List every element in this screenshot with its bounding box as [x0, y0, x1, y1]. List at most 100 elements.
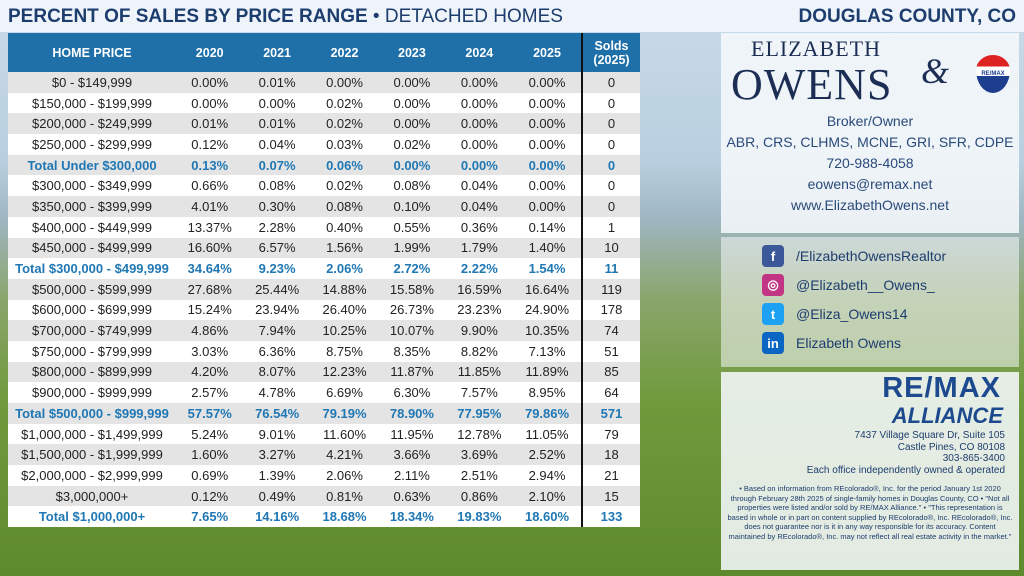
percent-cell: 18.34%	[378, 506, 446, 528]
percent-cell: 78.90%	[378, 403, 446, 424]
percent-cell: 0.01%	[176, 113, 244, 135]
price-range-cell: $700,000 - $749,999	[8, 320, 176, 341]
percent-cell: 0.08%	[243, 175, 311, 197]
percent-cell: 11.85%	[445, 361, 514, 383]
social-link[interactable]: f/ElizabethOwensRealtor	[762, 245, 946, 267]
price-range-cell: $500,000 - $599,999	[8, 278, 176, 300]
percent-cell: 15.58%	[378, 278, 446, 300]
solds-cell: 18	[581, 444, 640, 466]
percent-cell: 25.44%	[243, 278, 311, 300]
percent-cell: 10.35%	[513, 320, 582, 341]
percent-cell: 0.01%	[243, 113, 311, 135]
percent-cell: 7.65%	[176, 506, 244, 528]
remax-logo: RE/MAX	[882, 372, 1001, 404]
column-header: 2022	[310, 33, 379, 72]
percent-cell: 0.06%	[310, 154, 379, 176]
title-main: PERCENT OF SALES BY PRICE RANGE	[8, 6, 368, 27]
percent-cell: 24.90%	[513, 299, 582, 321]
price-range-cell: $150,000 - $199,999	[8, 92, 176, 114]
price-range-cell: Total Under $300,000	[8, 154, 176, 176]
percent-cell: 0.02%	[378, 134, 446, 155]
solds-cell: 79	[581, 423, 640, 445]
percent-cell: 1.99%	[378, 237, 446, 259]
solds-cell: 178	[581, 299, 640, 321]
percent-cell: 0.86%	[445, 485, 514, 507]
percent-cell: 2.11%	[378, 465, 446, 486]
percent-cell: 8.82%	[445, 340, 514, 362]
social-label: @Eliza_Owens14	[796, 306, 908, 322]
percent-cell: 6.36%	[243, 340, 311, 362]
total-row: Total Under $300,000 0.13% 0.07% 0.06% 0.00%…	[8, 154, 640, 176]
column-header: HOME PRICE	[8, 33, 176, 72]
agent-email[interactable]: eowens@remax.net	[807, 176, 933, 192]
percent-cell: 14.88%	[310, 278, 379, 300]
percent-cell: 8.75%	[310, 340, 379, 362]
table-row: $450,000 - $499,999 16.60% 6.57% 1.56% 1.99%…	[8, 237, 640, 259]
table-row: $750,000 - $799,999 3.03% 6.36% 8.75% 8.35% 8…	[8, 340, 640, 362]
table-row: $350,000 - $399,999 4.01% 0.30% 0.08% 0.10% 0…	[8, 196, 640, 217]
percent-cell: 8.07%	[243, 361, 311, 383]
solds-cell: 133	[581, 506, 640, 528]
percent-cell: 0.04%	[445, 196, 514, 217]
instagram-icon: ◎	[762, 274, 784, 296]
percent-cell: 0.00%	[513, 196, 582, 217]
solds-cell: 85	[581, 361, 640, 383]
price-range-cell: $1,500,000 - $1,999,999	[8, 444, 176, 466]
percent-cell: 0.10%	[378, 196, 446, 217]
percent-cell: 26.73%	[378, 299, 446, 321]
address-line-2: Castle Pines, CO 80108	[897, 441, 1005, 453]
percent-cell: 0.00%	[445, 154, 514, 176]
table-row: $900,000 - $999,999 2.57% 4.78% 6.69% 6.30% 7…	[8, 382, 640, 403]
percent-cell: 0.36%	[445, 216, 514, 238]
percent-cell: 23.23%	[445, 299, 514, 321]
percent-cell: 6.30%	[378, 382, 446, 403]
percent-cell: 9.90%	[445, 320, 514, 341]
agent-website[interactable]: www.ElizabethOwens.net	[791, 197, 949, 213]
column-header: 2025	[513, 33, 582, 72]
social-link[interactable]: in Elizabeth Owens	[762, 332, 901, 354]
percent-cell: 0.00%	[378, 92, 446, 114]
price-range-cell: Total $500,000 - $999,999	[8, 403, 176, 424]
percent-cell: 9.23%	[243, 258, 311, 279]
percent-cell: 2.06%	[310, 465, 379, 486]
percent-cell: 11.95%	[378, 423, 446, 445]
solds-cell: 15	[581, 485, 640, 507]
percent-cell: 0.13%	[176, 154, 244, 176]
percent-cell: 0.00%	[378, 72, 446, 93]
title-bar: PERCENT OF SALES BY PRICE RANGE • DETACH…	[0, 0, 1024, 32]
percent-cell: 1.39%	[243, 465, 311, 486]
percent-cell: 0.40%	[310, 216, 379, 238]
solds-cell: 21	[581, 465, 640, 486]
page-title: PERCENT OF SALES BY PRICE RANGE • DETACH…	[8, 6, 563, 28]
percent-cell: 5.24%	[176, 423, 244, 445]
solds-cell: 0	[581, 113, 640, 135]
percent-cell: 0.01%	[243, 72, 311, 93]
percent-cell: 19.83%	[445, 506, 514, 528]
percent-cell: 13.37%	[176, 216, 244, 238]
percent-cell: 2.72%	[378, 258, 446, 279]
percent-cell: 16.64%	[513, 278, 582, 300]
price-range-cell: $1,000,000 - $1,499,999	[8, 423, 176, 445]
percent-cell: 7.94%	[243, 320, 311, 341]
solds-cell: 51	[581, 340, 640, 362]
percent-cell: 0.00%	[445, 72, 514, 93]
percent-cell: 0.00%	[513, 175, 582, 197]
percent-cell: 18.60%	[513, 506, 582, 528]
percent-cell: 0.00%	[176, 72, 244, 93]
solds-cell: 0	[581, 154, 640, 176]
percent-cell: 0.08%	[310, 196, 379, 217]
percent-cell: 1.60%	[176, 444, 244, 466]
percent-cell: 34.64%	[176, 258, 244, 279]
agent-phone[interactable]: 720-988-4058	[826, 155, 914, 171]
social-link[interactable]: t @Eliza_Owens14	[762, 303, 908, 325]
percent-cell: 79.86%	[513, 403, 582, 424]
percent-cell: 0.66%	[176, 175, 244, 197]
table-row: $0 - $149,999 0.00% 0.01% 0.00% 0.00% 0.00% 0.…	[8, 72, 640, 93]
table-row: $400,000 - $449,999 13.37% 2.28% 0.40% 0.55%…	[8, 216, 640, 238]
percent-cell: 0.00%	[310, 72, 379, 93]
percent-cell: 0.00%	[176, 92, 244, 114]
social-link[interactable]: ◎ @Elizabeth__Owens_	[762, 274, 935, 296]
percent-cell: 1.56%	[310, 237, 379, 259]
percent-cell: 76.54%	[243, 403, 311, 424]
percent-cell: 0.69%	[176, 465, 244, 486]
